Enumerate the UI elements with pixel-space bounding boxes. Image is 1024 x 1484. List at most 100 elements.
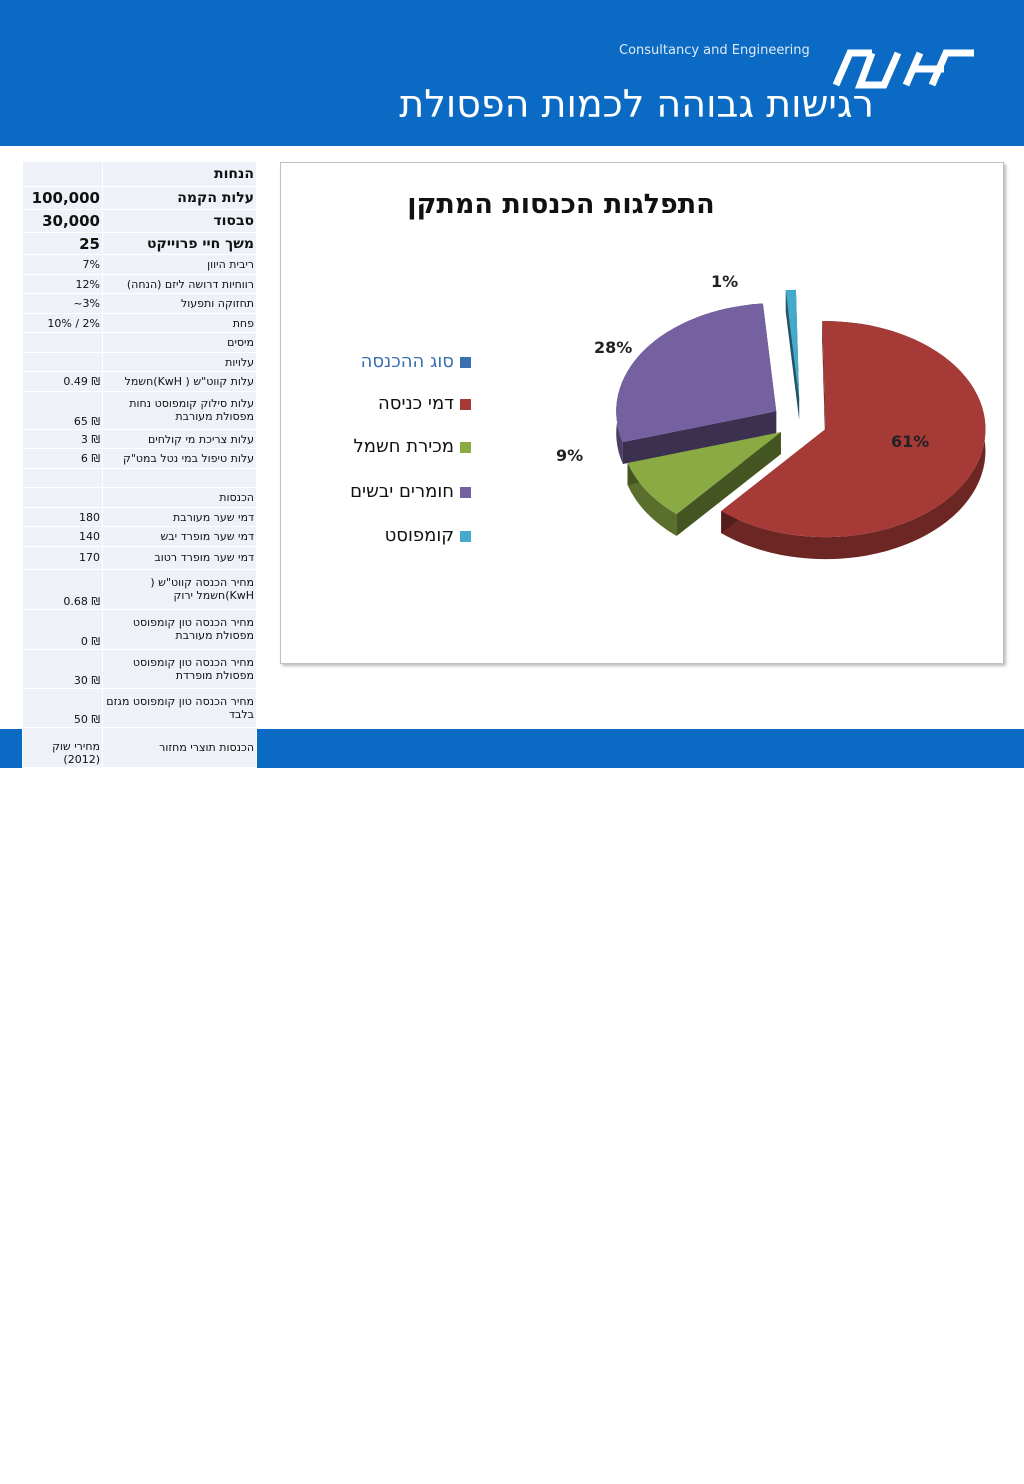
- legend-label: דמי כניסה: [378, 393, 454, 414]
- pie-slice-side: [627, 462, 677, 537]
- table-label: דמי שער מופרד יבש: [102, 526, 257, 547]
- table-value: [22, 467, 103, 489]
- table-row: 30 ₪ מחיר הכנסה טון קומפוסט מפסולת מופרדת: [22, 648, 257, 689]
- table-label: הנחות: [102, 161, 257, 187]
- table-label: עלות צריכת מי קולחים: [102, 428, 257, 450]
- table-value: 3 ₪: [22, 428, 103, 450]
- table-label: הכנסות תוצרי מחזור: [102, 726, 257, 769]
- table-row: 7% ריבית היוון: [22, 254, 257, 275]
- table-row: 100,000 עלות הקמה: [22, 185, 257, 211]
- table-label: עלות טיפול במי נטל במט"ק: [102, 448, 257, 469]
- table-row: 0.49 ₪ עלות קווט"ש ( KwH)חשמל: [22, 371, 257, 392]
- table-value: 170: [22, 545, 103, 570]
- legend-item: קומפוסט: [385, 525, 471, 546]
- table-label: פחת: [102, 312, 257, 334]
- table-value: [22, 332, 103, 353]
- pie-slice-wall: [822, 321, 826, 452]
- table-value: 30,000: [22, 209, 103, 233]
- table-value: 50 ₪: [22, 687, 103, 728]
- table-row: 0.68 ₪ מחיר הכנסה קווט"ש ( KwH)חשמל ירוק: [22, 568, 257, 610]
- table-value: 0 ₪: [22, 608, 103, 650]
- legend-swatch: [460, 486, 471, 498]
- table-value: ~3%: [22, 293, 103, 314]
- pie-slice: [721, 321, 986, 538]
- table-label: רווחיות דרושה ליזם (הנחה): [102, 273, 257, 295]
- legend-swatch: [460, 530, 471, 542]
- pie-slice: [785, 289, 800, 398]
- pie-slice-wall: [622, 411, 777, 465]
- table-row: הנחות: [22, 161, 257, 187]
- pie-data-label: 28%: [594, 338, 632, 357]
- table-row: 65 ₪ עלות סילוק קומפוסט נחות מפסולת מעורב…: [22, 390, 257, 430]
- table-value: [22, 161, 103, 187]
- table-label: משך חיי פרוייקט: [102, 231, 257, 256]
- table-label: [102, 467, 257, 489]
- legend-swatch: [460, 398, 471, 410]
- table-value: 140: [22, 526, 103, 547]
- table-value: 65 ₪: [22, 390, 103, 430]
- table-row: הכנסות: [22, 487, 257, 508]
- table-row: מחירי שוק (2012) הכנסות תוצרי מחזור: [22, 726, 257, 769]
- table-row: 12% רווחיות דרושה ליזם (הנחה): [22, 273, 257, 295]
- table-row: 10% / 2% פחת: [22, 312, 257, 334]
- table-value: [22, 351, 103, 373]
- table-label: מיסים: [102, 332, 257, 353]
- table-label: עלויות: [102, 351, 257, 373]
- chart-title: התפלגות הכנסות המתקן: [407, 189, 715, 220]
- legend-label: קומפוסט: [384, 525, 454, 546]
- page-title: רגישות גבוהה לכמות הפסולת: [399, 82, 874, 126]
- table-row: 0 ₪ מחיר הכנסה טון קומפוסט מפסולת מעורבת: [22, 608, 257, 650]
- table-value: 100,000: [22, 185, 103, 211]
- table-label: הכנסות: [102, 487, 257, 508]
- table-value: 7%: [22, 254, 103, 275]
- table-value: מחירי שוק (2012): [22, 726, 103, 769]
- table-row: [22, 467, 257, 489]
- table-value: 10% / 2%: [22, 312, 103, 334]
- legend-label: מכירת חשמל: [353, 436, 454, 457]
- table-row: 170 דמי שער מופרד רטוב: [22, 545, 257, 570]
- pie-plot: 61% 9% 28% 1%: [556, 272, 986, 560]
- pie-slice-wall: [785, 290, 800, 420]
- table-value: 6 ₪: [22, 448, 103, 469]
- legend-item: מכירת חשמל: [354, 436, 471, 457]
- pie-slice: [627, 432, 781, 515]
- table-label: מחיר הכנסה קווט"ש ( KwH)חשמל ירוק: [102, 568, 257, 610]
- table-value: 0.49 ₪: [22, 371, 103, 392]
- table-row: 6 ₪ עלות טיפול במי נטל במט"ק: [22, 448, 257, 469]
- tagline: Gateway to solutions: [853, 1469, 1008, 1484]
- legend-swatch: [460, 356, 471, 368]
- table-value: 25: [22, 231, 103, 256]
- table-label: ריבית היוון: [102, 254, 257, 275]
- table-label: עלות סילוק קומפוסט נחות מפסולת מעורבת: [102, 390, 257, 430]
- pie-slice: [616, 303, 777, 443]
- table-row: 30,000 סבסוד: [22, 209, 257, 233]
- table-row: 180 דמי שער מעורבת: [22, 506, 257, 528]
- company-logo: [832, 49, 974, 89]
- table-label: עלות הקמה: [102, 185, 257, 211]
- table-row: 25 משך חיי פרוייקט: [22, 231, 257, 256]
- table-row: 140 דמי שער מופרד יבש: [22, 526, 257, 547]
- table-label: תחזוקה ותפעול: [102, 293, 257, 314]
- pie-data-label: 1%: [711, 272, 738, 291]
- table-row: 50 ₪ מחיר הכנסה טון קומפוסט מגזם בלבד: [22, 687, 257, 728]
- table-label: דמי שער מופרד רטוב: [102, 545, 257, 570]
- table-label: מחיר הכנסה טון קומפוסט מגזם בלבד: [102, 687, 257, 728]
- table-row: 3 ₪ עלות צריכת מי קולחים: [22, 428, 257, 450]
- table-value: 180: [22, 506, 103, 528]
- legend-title: סוג ההכנסה: [361, 351, 471, 372]
- pie-slice-side: [721, 321, 986, 560]
- table-row: מיסים: [22, 332, 257, 353]
- pie-data-label: 9%: [556, 446, 583, 465]
- header-bar: Consultancy and Engineering רגישות גבוהה…: [0, 0, 1024, 146]
- legend-item: דמי כניסה: [378, 393, 471, 414]
- table-label: עלות קווט"ש ( KwH)חשמל: [102, 371, 257, 392]
- table-label: סבסוד: [102, 209, 257, 233]
- table-value: 0.68 ₪: [22, 568, 103, 610]
- table-value: [22, 487, 103, 508]
- legend-swatch: [460, 441, 471, 453]
- table-value: 30 ₪: [22, 648, 103, 689]
- table-row: ~3% תחזוקה ותפעול: [22, 293, 257, 314]
- table-row: עלויות: [22, 351, 257, 373]
- table-label: מחיר הכנסה טון קומפוסט מפסולת מעורבת: [102, 608, 257, 650]
- table-label: דמי שער מעורבת: [102, 506, 257, 528]
